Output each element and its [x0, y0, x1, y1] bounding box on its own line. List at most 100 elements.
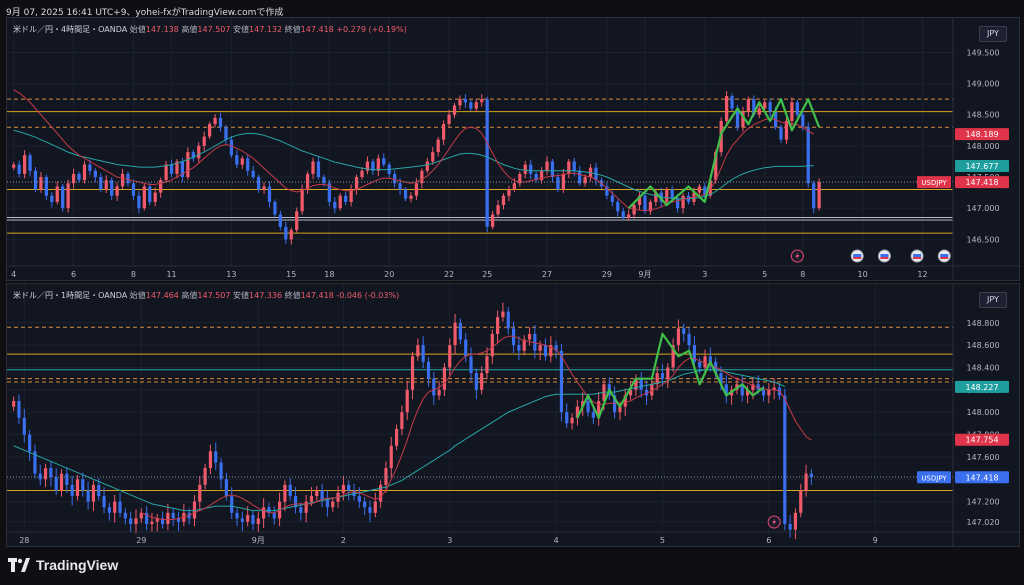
legend-close: 147.418 — [300, 25, 334, 34]
moving-average-teal — [13, 369, 785, 512]
candle-body — [304, 501, 308, 513]
candle-body — [357, 496, 361, 502]
candle-body — [22, 155, 27, 174]
candle-body — [293, 496, 298, 508]
time-tick-label: 6 — [71, 270, 76, 279]
candle-body — [150, 521, 154, 524]
flag-band — [913, 257, 922, 259]
candle-body — [490, 333, 494, 357]
candle-body — [426, 361, 431, 379]
price-tick-label: 148.400 — [966, 363, 999, 372]
candle-body — [126, 173, 130, 184]
legend-low: 147.132 — [249, 25, 283, 34]
candle-body — [129, 518, 133, 524]
candle-body — [104, 180, 108, 190]
candle-body — [213, 117, 217, 125]
candle-body — [295, 211, 299, 230]
candle-body — [145, 512, 149, 524]
candle-body — [597, 401, 601, 418]
zigzag-indicator — [576, 332, 765, 419]
candle-body — [39, 177, 43, 190]
price-tick-label: 148.000 — [966, 142, 999, 151]
candle-body — [581, 401, 585, 407]
time-tick-label: 27 — [542, 270, 552, 279]
candle-body — [192, 501, 197, 519]
candle-body — [507, 189, 511, 196]
candle-body — [767, 389, 771, 396]
price-label — [955, 160, 1009, 173]
candle-body — [352, 490, 356, 497]
candle-body — [368, 507, 372, 513]
candle-body — [300, 189, 304, 212]
candle-body — [273, 201, 277, 215]
price-tick-label: 148.800 — [966, 319, 999, 328]
candle-body — [55, 186, 59, 202]
candle-body — [650, 384, 654, 396]
candle-body — [512, 183, 517, 190]
chart-canvas-1h[interactable]: 148.800148.600148.400148.200148.000147.8… — [7, 284, 1019, 546]
price-axis: 149.500149.000148.500148.000147.500147.0… — [917, 18, 1009, 280]
candle-body — [176, 518, 181, 522]
currency-badge[interactable]: JPY — [979, 292, 1007, 308]
time-tick-label: 10 — [858, 270, 868, 279]
candle-body — [278, 214, 283, 227]
candle-body — [43, 468, 48, 480]
time-tick-label: 11 — [166, 270, 176, 279]
tradingview-logo[interactable]: TradingView — [8, 557, 118, 573]
candle-body — [613, 395, 617, 413]
candle-body — [333, 201, 337, 209]
candle-body — [49, 468, 53, 478]
candle-body — [394, 428, 399, 446]
candle-body — [389, 445, 393, 469]
price-label — [955, 128, 1009, 141]
candle-body — [365, 161, 370, 171]
candle-body — [421, 345, 425, 362]
candle-body — [344, 195, 348, 202]
event-flag-icon — [910, 249, 924, 263]
candle-body — [575, 406, 579, 418]
currency-badge[interactable]: JPY — [979, 26, 1007, 42]
candle-body — [448, 345, 452, 368]
price-label — [955, 471, 1009, 484]
legend-change: -0.046 (-0.03%) — [336, 291, 400, 300]
candle-body — [97, 484, 101, 497]
candle-body — [93, 170, 97, 178]
candle-body — [240, 158, 244, 165]
time-tick-label: 4 — [11, 270, 16, 279]
event-lightning-icon — [790, 249, 804, 263]
candle-body — [208, 451, 213, 469]
time-tick-label: 15 — [286, 270, 296, 279]
candle-body — [81, 479, 85, 491]
price-label-text: 147.418 — [965, 178, 998, 187]
candle-body — [327, 183, 331, 202]
chart-panel-4h[interactable]: 米ドル／円・4時間足・OANDA 始値147.138 高値147.507 安値1… — [6, 17, 1020, 281]
candle-body — [714, 152, 718, 181]
symbol-tag — [917, 471, 951, 484]
candle-body — [529, 164, 533, 174]
event-flag-icon — [937, 249, 951, 263]
candle-body — [256, 518, 260, 524]
candle-body — [33, 170, 38, 190]
candle-body — [480, 373, 484, 390]
candle-body — [517, 345, 521, 351]
candle-body — [671, 345, 675, 368]
lightning-shape — [795, 252, 800, 260]
flag-band — [880, 254, 889, 258]
candle-body — [812, 183, 816, 209]
candle-body — [757, 108, 761, 115]
candle-body — [376, 158, 380, 171]
candle-body — [71, 173, 76, 184]
candle-body — [549, 345, 553, 357]
event-flag-icon — [877, 249, 891, 263]
price-tick-label: 146.500 — [966, 235, 999, 244]
candle-body — [591, 412, 595, 418]
candle-body — [416, 345, 420, 357]
zigzag-indicator — [627, 98, 821, 209]
chart-panel-1h[interactable]: 米ドル／円・1時間足・OANDA 始値147.464 高値147.507 安値1… — [6, 283, 1020, 547]
candle-body — [682, 328, 686, 334]
chart-canvas-4h[interactable]: 149.500149.000148.500148.000147.500147.0… — [7, 18, 1019, 280]
candle-body — [22, 417, 26, 435]
time-tick-label: 28 — [19, 536, 29, 545]
candle-body — [752, 99, 756, 115]
candle-body — [299, 507, 303, 513]
